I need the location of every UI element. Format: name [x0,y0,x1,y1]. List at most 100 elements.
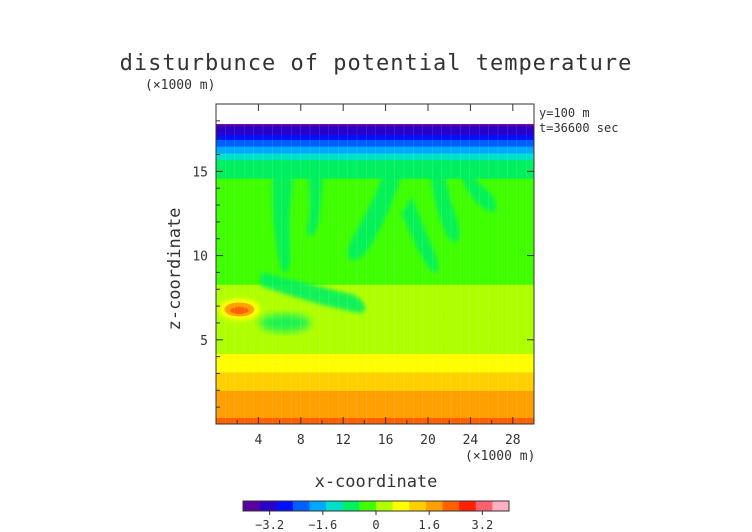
field-band [216,326,534,329]
field-band [216,321,534,324]
field-band [216,338,534,341]
field-band [216,124,534,125]
field-band [216,174,534,178]
x-axis-ticks: 4 8 12 16 20 24 28 [236,104,535,448]
field-band [216,257,534,260]
field-band [216,189,534,193]
field-band [216,319,534,322]
x-tick-label: 16 [378,433,394,448]
field-band [216,301,534,304]
field-band [216,162,534,166]
x-axis-label: x-coordinate [315,472,438,492]
field-band [216,378,534,381]
field-band [216,270,534,274]
field-band [216,260,534,263]
field-band [216,149,534,152]
field-band [216,322,534,326]
field-band [216,297,534,300]
field-band [216,179,534,183]
field-band [216,166,534,169]
field-band [216,136,534,139]
field-band [216,269,534,272]
field-band [216,410,534,413]
field-band [216,358,534,361]
field-band [216,252,534,255]
field-band [216,376,534,380]
field-band [216,173,534,176]
field-band [216,307,534,311]
plot-frame [215,103,535,425]
field-band [216,314,534,317]
y-axis-label: z-coordinate [165,208,185,331]
field-band [216,191,534,194]
cool-anomaly-blob [258,313,311,332]
field-band [216,366,534,370]
field-band [216,380,534,383]
field-band [216,255,534,258]
field-band [216,375,534,378]
y-tick-label: 5 [200,334,208,349]
field-band [216,354,534,358]
field-band [216,146,534,149]
field-band [216,137,534,140]
field-band [216,353,534,356]
field-band [216,144,534,147]
colorbar-swatch [442,501,460,511]
warm-spot [218,298,261,321]
field-band [216,284,534,287]
field-band [216,329,534,332]
chart-title: disturbunce of potential temperature [120,51,633,76]
annotation-y: y=100 m [539,106,590,120]
field-band [216,363,534,366]
field-band [216,130,534,134]
field-band [216,168,534,171]
field-band [216,386,534,390]
field-band [216,243,534,247]
colorbar-tick-label: 0 [372,518,379,532]
field-band [216,282,534,285]
field-band [216,289,534,292]
plume [272,162,296,273]
colorbar-swatch [376,501,393,511]
colorbar-swatch [475,501,493,511]
field-band [216,344,534,348]
colorbar-tick-label: 3.2 [472,518,494,532]
field-band [216,346,534,349]
field-band [216,154,534,157]
field-band [216,176,534,179]
field-band [216,247,534,250]
field-band [216,341,534,344]
field-band [216,240,534,243]
field-band [216,157,534,161]
field-band [216,398,534,402]
colorbar-swatch [243,501,260,511]
field-band [216,370,534,373]
field-band [216,336,534,339]
field-band [216,299,534,302]
field-band [216,403,534,407]
field-band [216,262,534,265]
y-tick-label: 10 [192,250,208,265]
colorbar-swatch [409,501,427,511]
field-band [216,267,534,270]
field-band [216,392,534,395]
field-band [216,418,534,422]
field-band [216,385,534,388]
field-band [216,312,534,316]
field-band [216,292,534,295]
field-band [216,422,534,424]
field-band [216,317,534,321]
field-band [216,141,534,144]
x-tick-label: 8 [297,433,305,448]
field-band [216,348,534,351]
field-band [216,412,534,415]
field-band [216,397,534,400]
field-band [216,413,534,417]
field-band [216,156,534,159]
plume [428,162,460,243]
x-tick-label: 12 [335,433,351,448]
colorbar-swatch [292,501,310,511]
field-band [216,368,534,371]
plume [401,196,438,273]
field-band [216,349,534,353]
